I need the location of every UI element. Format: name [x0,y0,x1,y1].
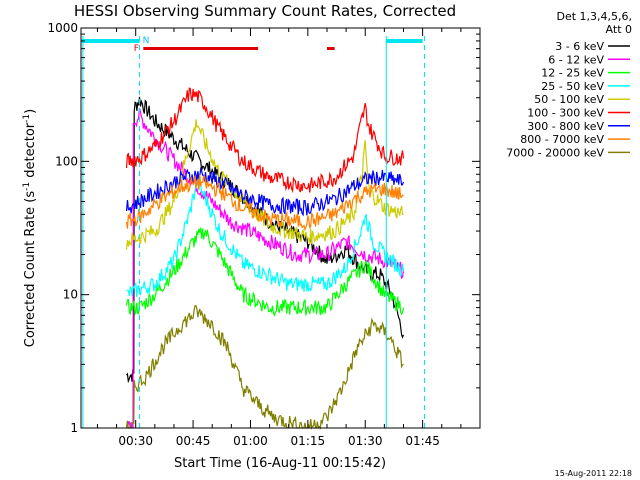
legend-entry-label: 50 - 100 keV [534,93,604,106]
flare-flag-bar [326,47,335,50]
legend-entry-label: 300 - 800 keV [527,120,604,133]
x-tick-label: 01:45 [405,434,440,448]
series-line [125,227,405,317]
night-flag-label: N [143,36,150,46]
axes: 1 10 100 1000 00:30 00:45 01:00 01:15 01:30 01:45 [47,21,481,448]
y-tick-label: 1 [70,421,78,435]
y-axis-label: Corrected Count Rate (s-1 detector-1) [22,109,38,347]
legend-entry-label: 3 - 6 keV [555,40,604,53]
legend-entry-label: 25 - 50 keV [541,80,604,93]
legend-entry-label: 100 - 300 keV [527,107,604,120]
y-axis-label-part: -1 [22,114,32,123]
y-axis-label-part: -1 [22,182,32,191]
legend-entry-label: 6 - 12 keV [548,53,604,66]
x-axis-label: Start Time (16-Aug-11 00:15:42) [174,456,386,471]
x-tick-label: 01:30 [348,434,383,448]
series-line [125,87,405,194]
legend-header: Det 1,3,4,5,6, [556,10,632,23]
night-flag-bar [81,39,140,43]
series-line [125,305,404,431]
series-line [126,177,405,297]
night-flag-bar [386,39,423,43]
footer-date: 15-Aug-2011 22:18 [555,469,632,478]
y-axis-label-part: Corrected Count Rate (s [23,191,38,348]
y-axis-label-part: ) [23,109,38,114]
series-line [125,174,404,232]
y-axis-label-part: detector [23,122,38,182]
flare-flag-label: F [134,44,139,54]
series-layer [125,87,405,431]
y-tick-label: 10 [63,288,78,302]
legend-entry-label: 12 - 25 keV [541,67,604,80]
y-tick-label: 1000 [47,21,78,35]
x-tick-label: 01:00 [233,434,268,448]
series-line [125,107,405,429]
plot-frame [80,27,481,429]
legend-entry-label: 800 - 7000 keV [520,133,604,146]
x-tick-label: 00:45 [176,434,211,448]
x-tick-label: 01:15 [291,434,326,448]
x-tick-label: 00:30 [118,434,153,448]
legend-header: Att 0 [606,23,632,36]
legend-entry-label: 7000 - 20000 keV [506,146,604,159]
y-tick-label: 100 [55,154,78,168]
flag-bars: FN [81,36,423,54]
vertical-markers [82,36,426,428]
flare-flag-bar [143,47,259,50]
series-line [125,119,404,250]
chart-title: HESSI Observing Summary Count Rates, Cor… [74,2,456,20]
